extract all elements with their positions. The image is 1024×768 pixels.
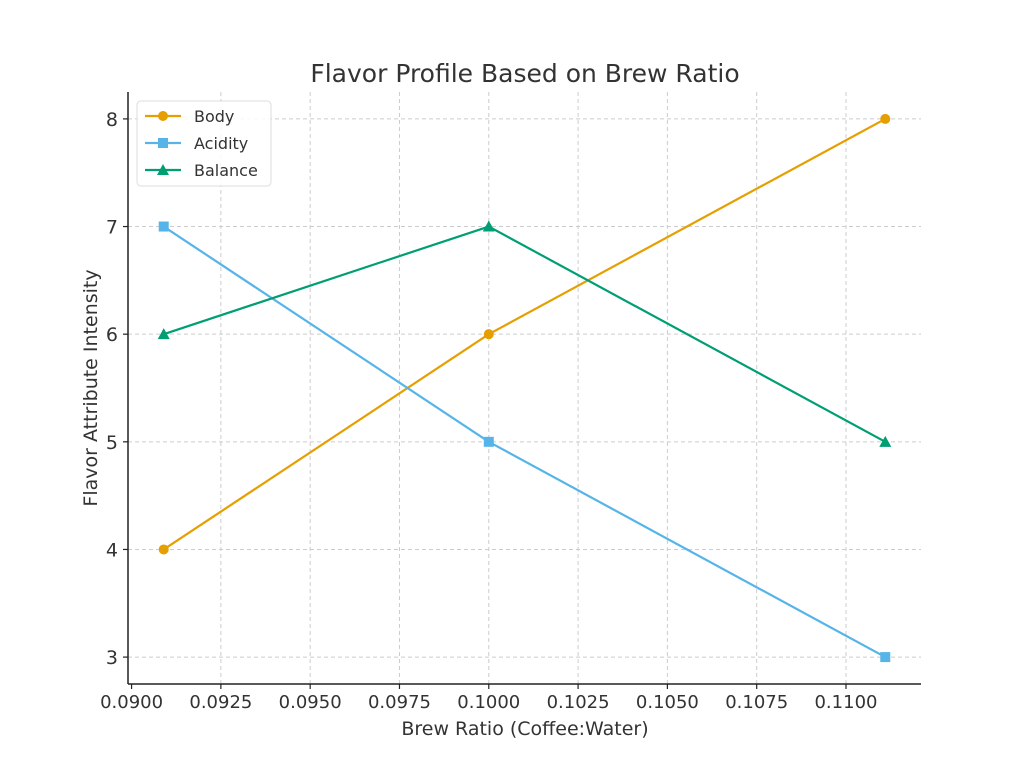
acidity-legend-label: Acidity [194, 134, 248, 153]
body-legend-label: Body [194, 107, 234, 126]
body-data-point [880, 113, 891, 124]
y-axis-label: Flavor Attribute Intensity [80, 269, 102, 506]
x-tick-label: 0.1100 [814, 692, 877, 713]
legend: Body Acidity Balance [136, 100, 272, 187]
acidity-data-point [483, 436, 494, 447]
legend-box [136, 100, 272, 187]
acidity-data-point [158, 221, 169, 232]
acidity-legend-marker-icon [158, 138, 168, 148]
x-tick-label: 0.1075 [725, 692, 788, 713]
x-tick-label: 0.1050 [636, 692, 699, 713]
y-tick-label: 4 [106, 539, 118, 561]
body-data-point [158, 544, 169, 555]
balance-data-point [157, 328, 170, 340]
x-tick-label: 0.1025 [547, 692, 610, 713]
y-tick-label: 3 [106, 647, 118, 669]
y-tick-label: 6 [106, 324, 118, 346]
y-tick-label: 5 [106, 432, 118, 454]
balance-legend-label: Balance [194, 161, 258, 180]
x-tick-label: 0.0950 [279, 692, 342, 713]
x-tick-label: 0.0900 [100, 692, 163, 713]
y-tick-label: 7 [106, 217, 118, 239]
body-data-point [483, 329, 494, 340]
x-tick-label: 0.0925 [189, 692, 252, 713]
balance-data-point [879, 435, 892, 447]
balance-data-point [482, 220, 495, 232]
balance-legend-marker-icon [157, 164, 169, 175]
acidity-data-point [880, 652, 891, 663]
body-legend-marker-icon [158, 111, 168, 121]
y-tick-label: 8 [106, 109, 118, 131]
x-tick-label: 0.0975 [368, 692, 431, 713]
x-tick-label: 0.1000 [457, 692, 520, 713]
x-axis-label: Brew Ratio (Coffee:Water) [401, 718, 648, 740]
chart-title: Flavor Profile Based on Brew Ratio [310, 59, 739, 88]
